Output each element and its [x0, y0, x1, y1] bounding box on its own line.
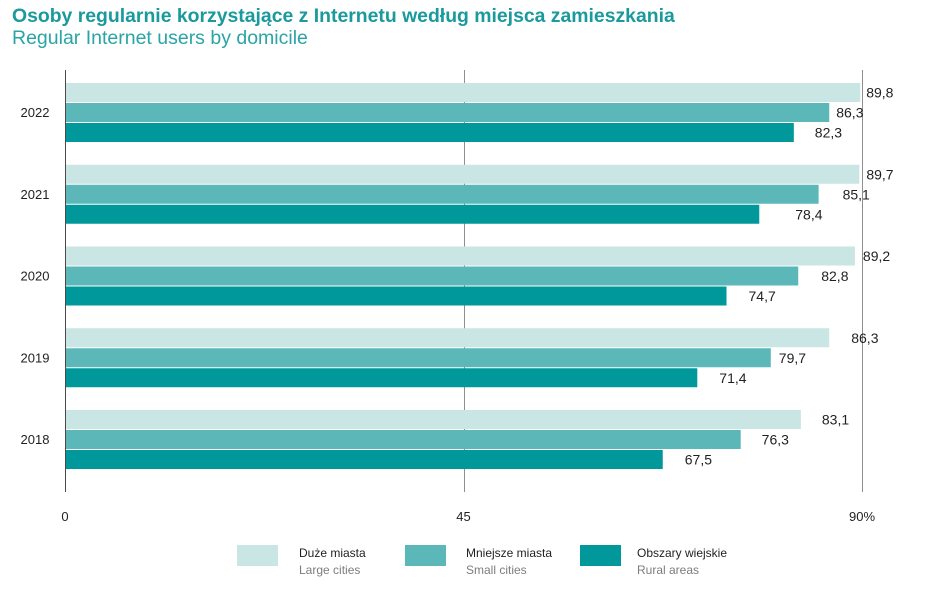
data-label: 71,4: [719, 370, 746, 386]
y-tick-label: 2018: [21, 432, 50, 447]
data-label: 89,7: [866, 166, 893, 182]
bar: [65, 164, 860, 184]
legend-label: Obszary wiejskie: [637, 546, 728, 560]
legend-text-large-cities: Duże miasta Large cities: [299, 545, 366, 579]
data-label: 82,8: [821, 268, 848, 284]
data-label: 83,1: [822, 412, 849, 428]
bar: [65, 246, 855, 266]
legend-text-rural-areas: Obszary wiejskie Rural areas: [637, 545, 727, 579]
chart-area: 0 45 90% 2022 89,8 86,3 82,3 2021 89,7 85,1 78,4 20…: [0, 60, 928, 530]
data-label: 76,3: [762, 432, 789, 448]
bar: [65, 430, 741, 449]
x-tick-label: 90%: [849, 509, 875, 524]
bar: [65, 348, 771, 368]
bar: [65, 123, 794, 142]
bar-chart: 0 45 90%202289,886,382,3202189,785,178,420…: [21, 70, 894, 525]
data-label: 86,3: [851, 330, 878, 346]
bar: [65, 286, 727, 306]
bar: [65, 184, 819, 204]
chart-labels: 0 45 90%202289,886,382,3202189,785,178,420…: [21, 85, 894, 525]
bar: [65, 204, 760, 224]
data-label: 89,2: [863, 248, 890, 264]
legend-label-en: Small cities: [466, 563, 527, 577]
y-tick-label: 2022: [21, 105, 50, 120]
y-tick-label: 2020: [21, 269, 50, 284]
bars: [65, 83, 861, 469]
chart-title: Osoby regularnie korzystające z Internet…: [12, 5, 675, 27]
legend-swatch-rural-areas: [580, 545, 621, 566]
data-label: 79,7: [779, 350, 806, 366]
x-tick-label: 45: [456, 509, 470, 524]
bar: [65, 266, 799, 286]
data-label: 74,7: [749, 288, 776, 304]
data-label: 85,1: [843, 186, 870, 202]
chart-subtitle: Regular Internet users by domicile: [12, 27, 308, 49]
legend-item-small-cities: Mniejsze miasta Small cities: [405, 545, 575, 581]
data-label: 67,5: [685, 452, 712, 468]
data-label: 89,8: [866, 85, 893, 101]
data-label: 86,3: [836, 105, 863, 121]
bar: [65, 103, 830, 122]
bar: [65, 83, 861, 102]
legend-item-rural-areas: Obszary wiejskie Rural areas: [580, 545, 750, 581]
legend-label: Mniejsze miasta: [466, 546, 553, 560]
legend-item-large-cities: Duże miasta Large cities: [237, 545, 407, 581]
y-tick-label: 2021: [21, 187, 50, 202]
y-tick-label: 2019: [21, 350, 50, 365]
legend: Duże miasta Large cities Mniejsze miasta…: [0, 545, 928, 585]
bar: [65, 368, 698, 388]
legend-swatch-large-cities: [237, 545, 278, 566]
bar: [65, 328, 830, 348]
legend-swatch-small-cities: [405, 545, 446, 566]
legend-label-en: Rural areas: [637, 563, 700, 577]
data-label: 78,4: [795, 206, 822, 222]
legend-text-small-cities: Mniejsze miasta Small cities: [466, 545, 552, 579]
bar: [65, 450, 663, 469]
bar: [65, 410, 801, 429]
legend-label-en: Large cities: [299, 563, 361, 577]
x-tick-label: 0: [61, 509, 68, 524]
legend-label: Duże miasta: [299, 546, 366, 560]
data-label: 82,3: [815, 125, 842, 141]
